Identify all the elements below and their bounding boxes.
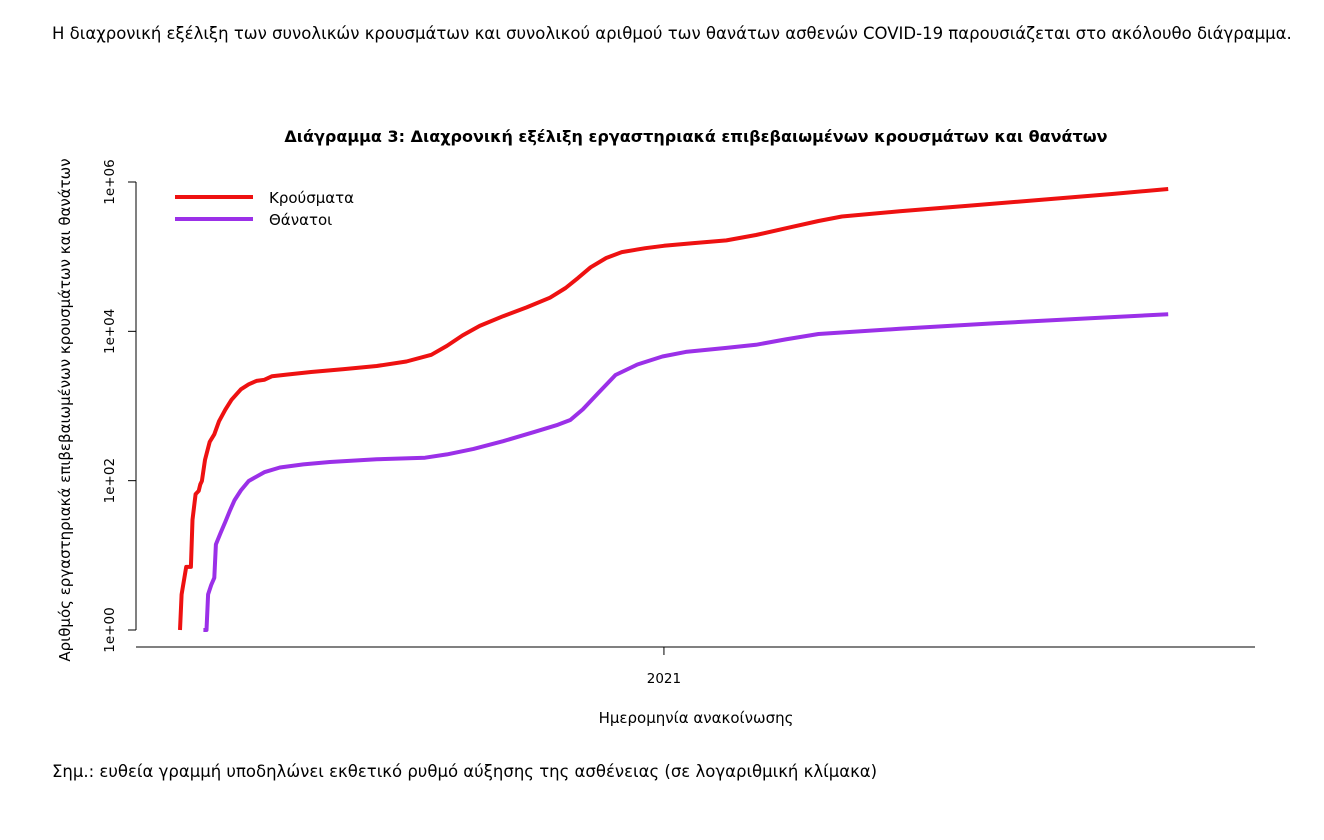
series-line-deaths — [203, 312, 1169, 632]
y-tick-label: 1e+02 — [102, 458, 118, 503]
legend-label-cases: Κρούσματα — [269, 189, 354, 207]
series-lines — [178, 187, 1169, 632]
axes: 1e+00 1e+02 1e+04 1e+06 2021 — [102, 159, 1255, 687]
legend-label-deaths: Θάνατοι — [269, 211, 332, 229]
y-tick-label: 1e+00 — [102, 607, 118, 652]
chart-note: Σημ.: ευθεία γραμμή υποδηλώνει εκθετικό … — [52, 762, 878, 781]
legend: Κρούσματα Θάνατοι — [175, 189, 354, 229]
chart-title: Διάγραμμα 3: Διαχρονική εξέλιξη εργαστηρ… — [284, 127, 1107, 146]
y-axis-label: Αριθμός εργαστηριακά επιβεβαιωμένων κρου… — [56, 158, 74, 661]
y-tick-label: 1e+06 — [102, 159, 118, 204]
series-line-cases — [178, 187, 1169, 631]
y-tick-label: 1e+04 — [102, 309, 118, 354]
x-axis-label: Ημερομηνία ανακοίνωσης — [599, 709, 794, 727]
x-tick-label: 2021 — [647, 671, 681, 687]
intro-paragraph: Η διαχρονική εξέλιξη των συνολικών κρουσ… — [52, 24, 1292, 43]
